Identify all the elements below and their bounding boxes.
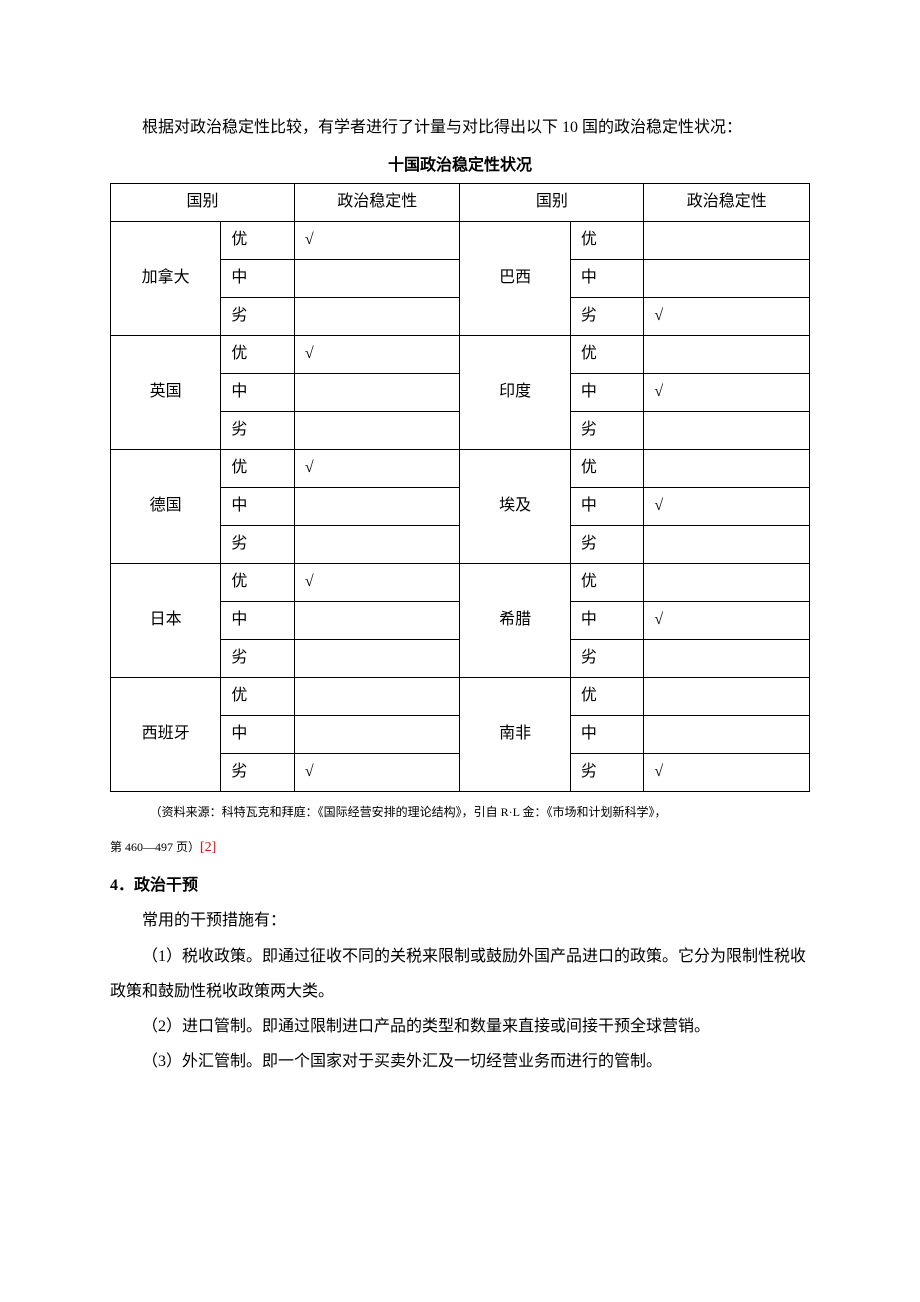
level-cell: 中 xyxy=(570,487,644,525)
level-cell: 劣 xyxy=(570,411,644,449)
level-cell: 劣 xyxy=(570,525,644,563)
source-note-pages: 第 460—497 页） xyxy=(110,840,200,854)
level-cell: 中 xyxy=(221,601,295,639)
check-cell xyxy=(294,259,460,297)
level-cell: 劣 xyxy=(570,753,644,791)
header-country-left: 国别 xyxy=(111,183,295,221)
level-cell: 劣 xyxy=(221,753,295,791)
table-header-row: 国别 政治稳定性 国别 政治稳定性 xyxy=(111,183,810,221)
level-cell: 劣 xyxy=(221,297,295,335)
country-cell: 英国 xyxy=(111,335,221,449)
country-cell: 日本 xyxy=(111,563,221,677)
country-cell: 南非 xyxy=(460,677,570,791)
check-cell xyxy=(294,373,460,411)
check-cell xyxy=(644,563,810,601)
body-intro: 常用的干预措施有： xyxy=(110,903,810,938)
country-cell: 西班牙 xyxy=(111,677,221,791)
level-cell: 优 xyxy=(221,221,295,259)
level-cell: 优 xyxy=(570,563,644,601)
header-stability-left: 政治稳定性 xyxy=(294,183,460,221)
check-cell: √ xyxy=(294,335,460,373)
level-cell: 优 xyxy=(221,677,295,715)
intro-paragraph: 根据对政治稳定性比较，有学者进行了计量与对比得出以下 10 国的政治稳定性状况： xyxy=(110,110,810,145)
table-title: 十国政治稳定性状况 xyxy=(110,153,810,179)
level-cell: 中 xyxy=(221,715,295,753)
section-number: 4． xyxy=(110,877,134,894)
table-row: 加拿大 优 √ 巴西 优 xyxy=(111,221,810,259)
check-cell xyxy=(644,335,810,373)
check-cell: √ xyxy=(644,601,810,639)
level-cell: 优 xyxy=(221,563,295,601)
check-cell xyxy=(644,677,810,715)
check-cell: √ xyxy=(294,221,460,259)
body-item-3: （3）外汇管制。即一个国家对于买卖外汇及一切经营业务而进行的管制。 xyxy=(110,1044,810,1079)
check-cell: √ xyxy=(644,297,810,335)
country-cell: 埃及 xyxy=(460,449,570,563)
level-cell: 优 xyxy=(570,335,644,373)
check-cell xyxy=(644,221,810,259)
level-cell: 优 xyxy=(221,335,295,373)
country-cell: 加拿大 xyxy=(111,221,221,335)
country-cell: 印度 xyxy=(460,335,570,449)
check-cell xyxy=(644,715,810,753)
level-cell: 劣 xyxy=(221,525,295,563)
country-cell: 巴西 xyxy=(460,221,570,335)
level-cell: 优 xyxy=(570,677,644,715)
check-cell xyxy=(294,715,460,753)
check-cell xyxy=(294,601,460,639)
stability-table: 国别 政治稳定性 国别 政治稳定性 加拿大 优 √ 巴西 优 中 中 劣 劣 √… xyxy=(110,183,810,792)
level-cell: 劣 xyxy=(570,297,644,335)
check-cell: √ xyxy=(294,449,460,487)
check-cell xyxy=(294,297,460,335)
level-cell: 中 xyxy=(570,715,644,753)
level-cell: 劣 xyxy=(570,639,644,677)
level-cell: 优 xyxy=(221,449,295,487)
level-cell: 优 xyxy=(570,221,644,259)
check-cell: √ xyxy=(644,487,810,525)
level-cell: 中 xyxy=(570,259,644,297)
source-note-line1: （资料来源：科特瓦克和拜庭：《国际经营安排的理论结构》，引自 R·L 金：《市场… xyxy=(110,798,810,827)
level-cell: 中 xyxy=(221,373,295,411)
check-cell xyxy=(294,677,460,715)
check-cell xyxy=(294,487,460,525)
check-cell xyxy=(294,639,460,677)
header-country-right: 国别 xyxy=(460,183,644,221)
table-row: 西班牙 优 南非 优 xyxy=(111,677,810,715)
section-title: 政治干预 xyxy=(134,877,198,894)
check-cell xyxy=(294,525,460,563)
table-row: 德国 优 √ 埃及 优 xyxy=(111,449,810,487)
check-cell: √ xyxy=(294,563,460,601)
table-row: 日本 优 √ 希腊 优 xyxy=(111,563,810,601)
country-cell: 希腊 xyxy=(460,563,570,677)
level-cell: 中 xyxy=(221,259,295,297)
level-cell: 劣 xyxy=(221,411,295,449)
check-cell xyxy=(294,411,460,449)
check-cell: √ xyxy=(294,753,460,791)
table-row: 英国 优 √ 印度 优 xyxy=(111,335,810,373)
check-cell xyxy=(644,449,810,487)
level-cell: 中 xyxy=(221,487,295,525)
reference-marker: [2] xyxy=(200,840,216,855)
check-cell xyxy=(644,639,810,677)
check-cell xyxy=(644,259,810,297)
check-cell xyxy=(644,411,810,449)
body-item-2: （2）进口管制。即通过限制进口产品的类型和数量来直接或间接干预全球营销。 xyxy=(110,1009,810,1044)
level-cell: 优 xyxy=(570,449,644,487)
country-cell: 德国 xyxy=(111,449,221,563)
header-stability-right: 政治稳定性 xyxy=(644,183,810,221)
level-cell: 中 xyxy=(570,601,644,639)
level-cell: 劣 xyxy=(221,639,295,677)
level-cell: 中 xyxy=(570,373,644,411)
source-note-line2: 第 460—497 页）[2] xyxy=(110,831,810,865)
check-cell: √ xyxy=(644,373,810,411)
section-heading: 4．政治干预 xyxy=(110,868,810,903)
check-cell xyxy=(644,525,810,563)
body-item-1: （1）税收政策。即通过征收不同的关税来限制或鼓励外国产品进口的政策。它分为限制性… xyxy=(110,939,810,1009)
check-cell: √ xyxy=(644,753,810,791)
